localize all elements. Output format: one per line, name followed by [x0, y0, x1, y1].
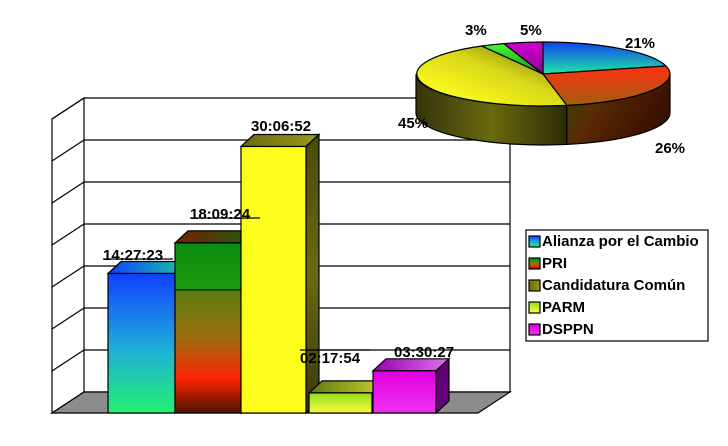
- svg-text:21%: 21%: [625, 35, 655, 52]
- svg-text:PARM: PARM: [542, 299, 585, 316]
- svg-text:03:30:27: 03:30:27: [394, 344, 454, 361]
- svg-text:DSPPN: DSPPN: [542, 321, 594, 338]
- svg-text:5%: 5%: [520, 22, 542, 39]
- svg-text:Alianza por el Cambio: Alianza por el Cambio: [542, 233, 699, 250]
- svg-text:18:09:24: 18:09:24: [190, 206, 251, 223]
- svg-text:PRI: PRI: [542, 255, 567, 272]
- svg-text:45%: 45%: [398, 115, 428, 132]
- svg-text:26%: 26%: [655, 140, 685, 157]
- svg-text:Candidatura Común: Candidatura Común: [542, 277, 685, 294]
- svg-text:14:27:23: 14:27:23: [103, 247, 163, 264]
- svg-text:3%: 3%: [465, 22, 487, 39]
- svg-text:02:17:54: 02:17:54: [300, 350, 361, 367]
- svg-text:30:06:52: 30:06:52: [251, 118, 311, 135]
